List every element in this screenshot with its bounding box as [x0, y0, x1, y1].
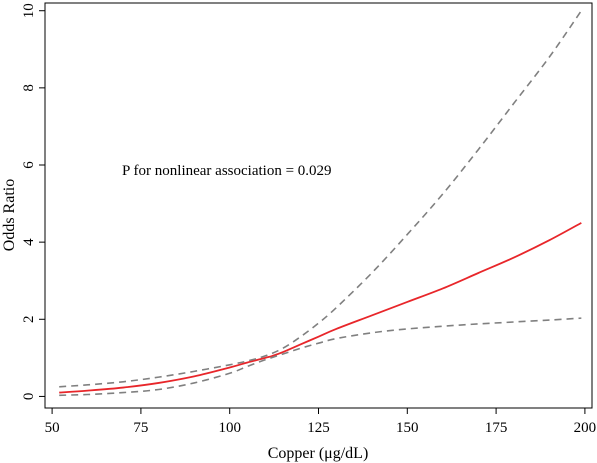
axes: 50 75 100 125 150 175 200 0 2 4 6 8 10 [21, 2, 597, 436]
x-tick-label: 200 [574, 420, 597, 436]
y-tick-label: 2 [21, 316, 37, 324]
x-tick-label: 150 [396, 420, 419, 436]
ci-lower-line [59, 317, 582, 397]
x-tick-label: 50 [45, 420, 60, 436]
plot-frame [44, 2, 593, 409]
ci-upper-line [59, 10, 582, 388]
y-tick-label: 10 [21, 3, 37, 18]
y-tick-label: 0 [21, 393, 37, 401]
x-axis-title: Copper (μg/dL) [268, 445, 369, 462]
series-layer [59, 10, 582, 397]
x-tick-label: 175 [485, 420, 508, 436]
p-value-annotation: P for nonlinear association = 0.029 [122, 163, 332, 179]
x-tick-label: 100 [218, 420, 241, 436]
y-axis-title: Odds Ratio [1, 179, 18, 251]
x-tick-label: 75 [133, 420, 148, 436]
x-tick-label: 125 [307, 420, 330, 436]
y-tick-label: 8 [21, 84, 37, 92]
odds-ratio-line [59, 222, 582, 394]
y-tick-label: 4 [21, 238, 37, 246]
y-tick-label: 6 [21, 161, 37, 169]
